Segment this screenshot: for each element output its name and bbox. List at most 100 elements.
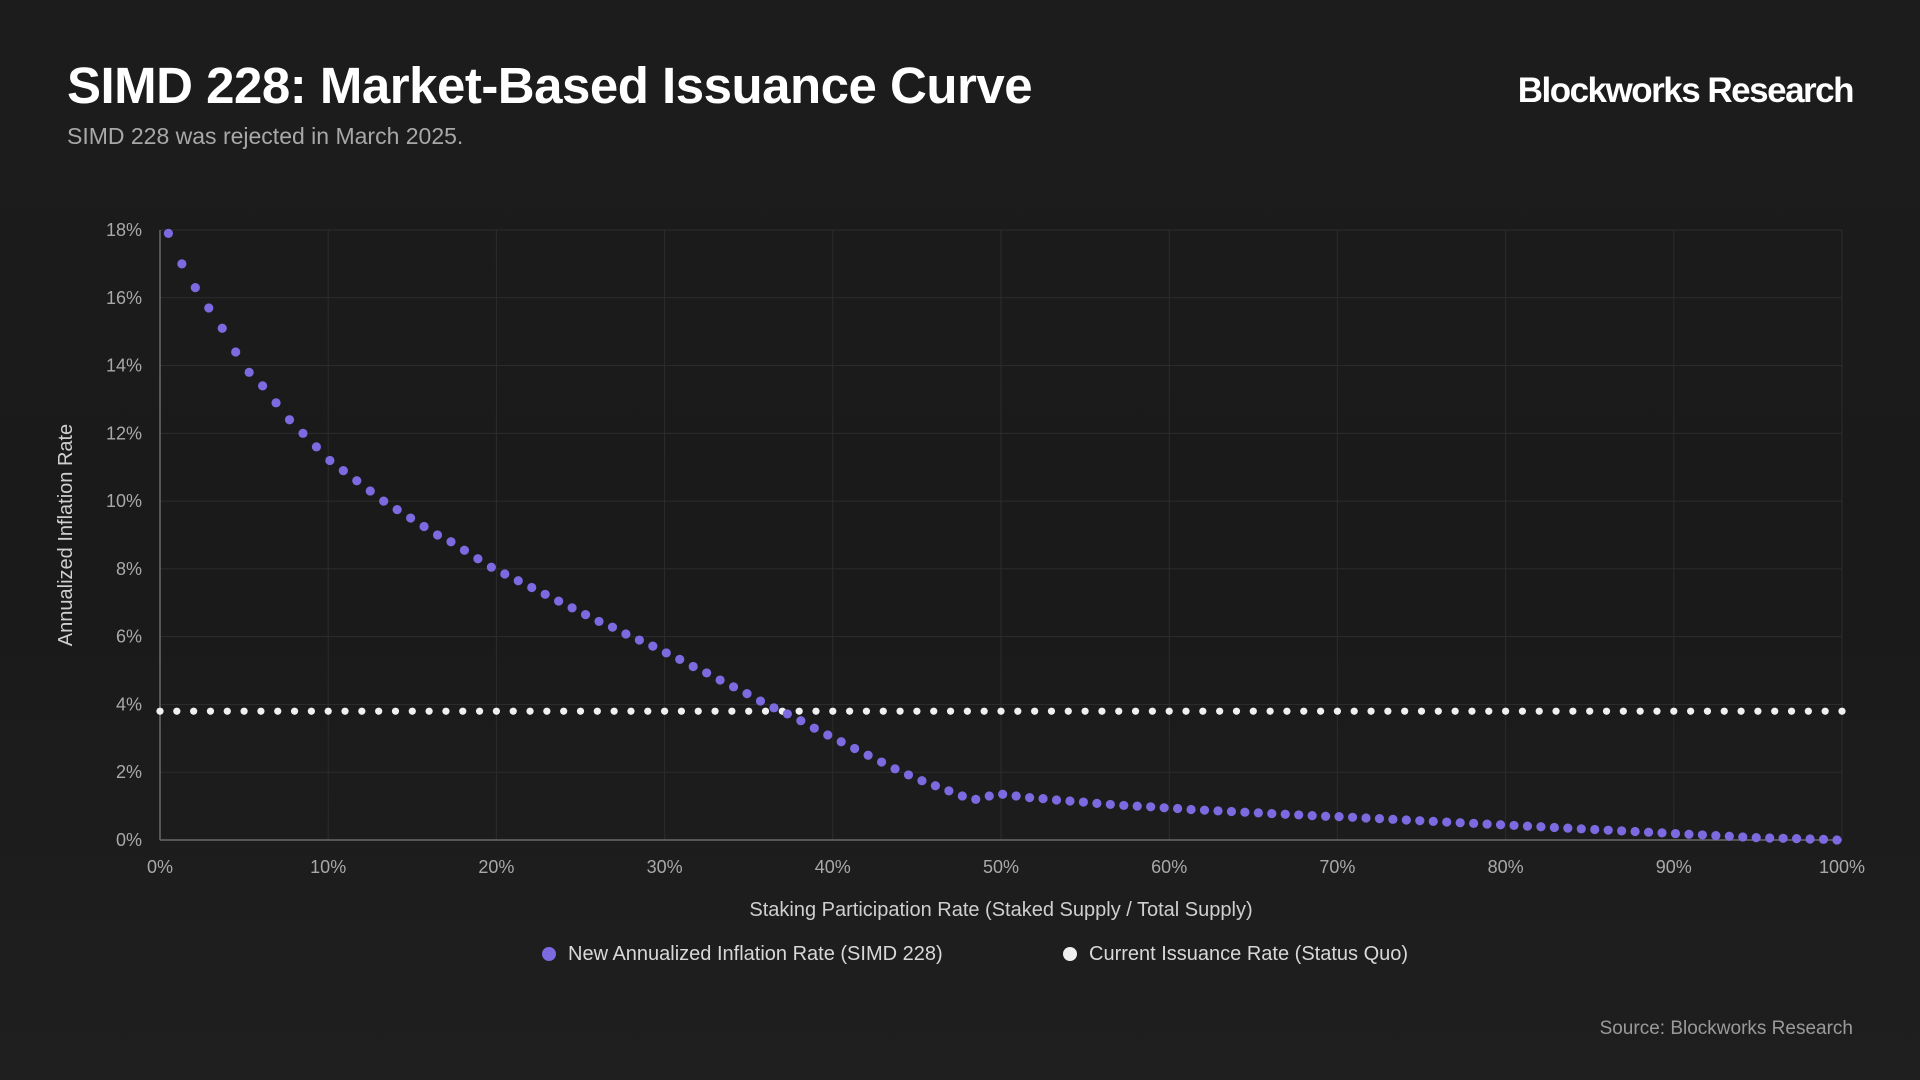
- x-tick-label: 70%: [1319, 857, 1355, 877]
- status-quo-point: [1266, 707, 1274, 715]
- status-quo-point: [1148, 707, 1156, 715]
- simd-228-point: [486, 562, 496, 572]
- simd-228-point: [392, 504, 402, 515]
- simd-228-point: [607, 622, 618, 632]
- y-tick-label: 12%: [106, 423, 142, 443]
- chart-title: SIMD 228: Market-Based Issuance Curve: [67, 57, 1033, 114]
- status-quo-point: [1350, 707, 1358, 715]
- status-quo-point: [1115, 707, 1123, 715]
- status-quo-point: [1771, 707, 1779, 715]
- simd-228-point: [527, 582, 537, 593]
- simd-228-point: [338, 466, 348, 476]
- simd-228-point: [513, 576, 523, 586]
- status-quo-point: [1014, 707, 1022, 715]
- status-quo-point: [1653, 707, 1661, 715]
- simd-228-point: [1832, 835, 1842, 845]
- y-tick-label: 2%: [116, 762, 142, 782]
- simd-228-point: [1119, 800, 1129, 811]
- status-quo-point: [1838, 707, 1846, 715]
- status-quo-point: [980, 707, 988, 715]
- status-quo-point: [509, 707, 517, 715]
- simd-228-point: [1617, 826, 1627, 836]
- simd-228-point: [944, 786, 954, 796]
- simd-228-point: [809, 723, 819, 733]
- simd-228-point: [1294, 810, 1304, 820]
- simd-228-point: [284, 415, 295, 425]
- y-tick-label: 18%: [106, 220, 142, 240]
- status-quo-point: [442, 707, 450, 715]
- simd-228-point: [1495, 820, 1506, 830]
- simd-228-point: [1563, 823, 1573, 833]
- simd-228-point: [432, 530, 443, 540]
- status-quo-point: [173, 707, 181, 715]
- status-quo-point: [1249, 707, 1257, 715]
- simd-228-point: [1173, 803, 1183, 814]
- status-quo-point: [1552, 707, 1560, 715]
- status-quo-point: [711, 707, 719, 715]
- series-status-quo: [156, 707, 1846, 715]
- status-quo-point: [896, 707, 904, 715]
- simd-228-point: [163, 228, 174, 238]
- status-quo-point: [257, 707, 265, 715]
- status-quo-point: [1720, 707, 1728, 715]
- status-quo-point: [1821, 707, 1829, 715]
- simd-228-point: [554, 596, 564, 606]
- simd-228-point: [1226, 806, 1237, 817]
- status-quo-point: [593, 707, 601, 715]
- simd-228-point: [419, 521, 429, 532]
- status-quo-point: [879, 707, 887, 715]
- status-quo-point: [1569, 707, 1577, 715]
- status-quo-point: [728, 707, 736, 715]
- simd-228-point: [688, 661, 698, 672]
- series-simd-228: [163, 228, 1842, 845]
- x-tick-label: 30%: [647, 857, 683, 877]
- x-tick-label: 100%: [1819, 857, 1865, 877]
- simd-228-point: [325, 455, 335, 466]
- status-quo-point: [341, 707, 349, 715]
- status-quo-point: [1182, 707, 1190, 715]
- status-quo-point: [913, 707, 921, 715]
- y-tick-label: 16%: [106, 288, 142, 308]
- status-quo-point: [526, 707, 534, 715]
- status-quo-point: [930, 707, 938, 715]
- status-quo-point: [492, 707, 500, 715]
- simd-228-point: [580, 610, 591, 620]
- status-quo-point: [1502, 707, 1510, 715]
- simd-228-point: [1765, 833, 1775, 843]
- simd-228-point: [917, 776, 927, 786]
- simd-228-point: [1442, 817, 1452, 827]
- simd-228-point: [1374, 814, 1385, 824]
- simd-228-point: [1590, 824, 1600, 835]
- status-quo-point: [1670, 707, 1678, 715]
- simd-228-point: [1321, 811, 1331, 821]
- simd-228-point: [446, 537, 456, 547]
- y-axis-title: Annualized Inflation Rate: [55, 424, 77, 646]
- status-quo-point: [1602, 707, 1611, 715]
- simd-228-point: [244, 367, 254, 377]
- simd-228-point: [1455, 818, 1465, 828]
- status-quo-point: [190, 707, 198, 715]
- x-tick-label: 0%: [147, 857, 173, 877]
- status-quo-point: [324, 707, 332, 715]
- simd-228-point: [231, 347, 241, 357]
- status-quo-point: [1165, 707, 1173, 715]
- status-quo-point: [761, 707, 770, 715]
- status-quo-point: [997, 707, 1005, 715]
- simd-228-point: [1011, 791, 1021, 801]
- simd-228-point: [1199, 805, 1210, 815]
- status-quo-point: [1131, 707, 1140, 715]
- simd-228-point: [352, 476, 362, 486]
- simd-228-point: [271, 398, 281, 408]
- y-tick-label: 10%: [106, 491, 142, 511]
- simd-228-point: [204, 303, 214, 313]
- simd-228-point: [930, 781, 941, 791]
- status-quo-point: [1485, 707, 1493, 715]
- simd-228-point: [1751, 833, 1761, 843]
- simd-228-point: [755, 696, 766, 706]
- simd-228-point: [1684, 829, 1694, 839]
- tick-labels: 0% 10% 20% 30% 40% 50% 60% 70% 80% 90% 100% 0% 2% 4% 6…: [106, 220, 1865, 877]
- simd-228-point: [1805, 834, 1815, 844]
- simd-228-point: [190, 283, 200, 293]
- chart-legend: New Annualized Inflation Rate (SIMD 228)…: [0, 940, 1920, 968]
- status-quo-point: [1451, 707, 1459, 715]
